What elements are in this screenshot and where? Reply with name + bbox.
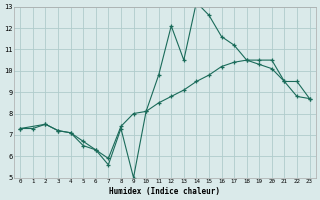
X-axis label: Humidex (Indice chaleur): Humidex (Indice chaleur) [109, 187, 220, 196]
